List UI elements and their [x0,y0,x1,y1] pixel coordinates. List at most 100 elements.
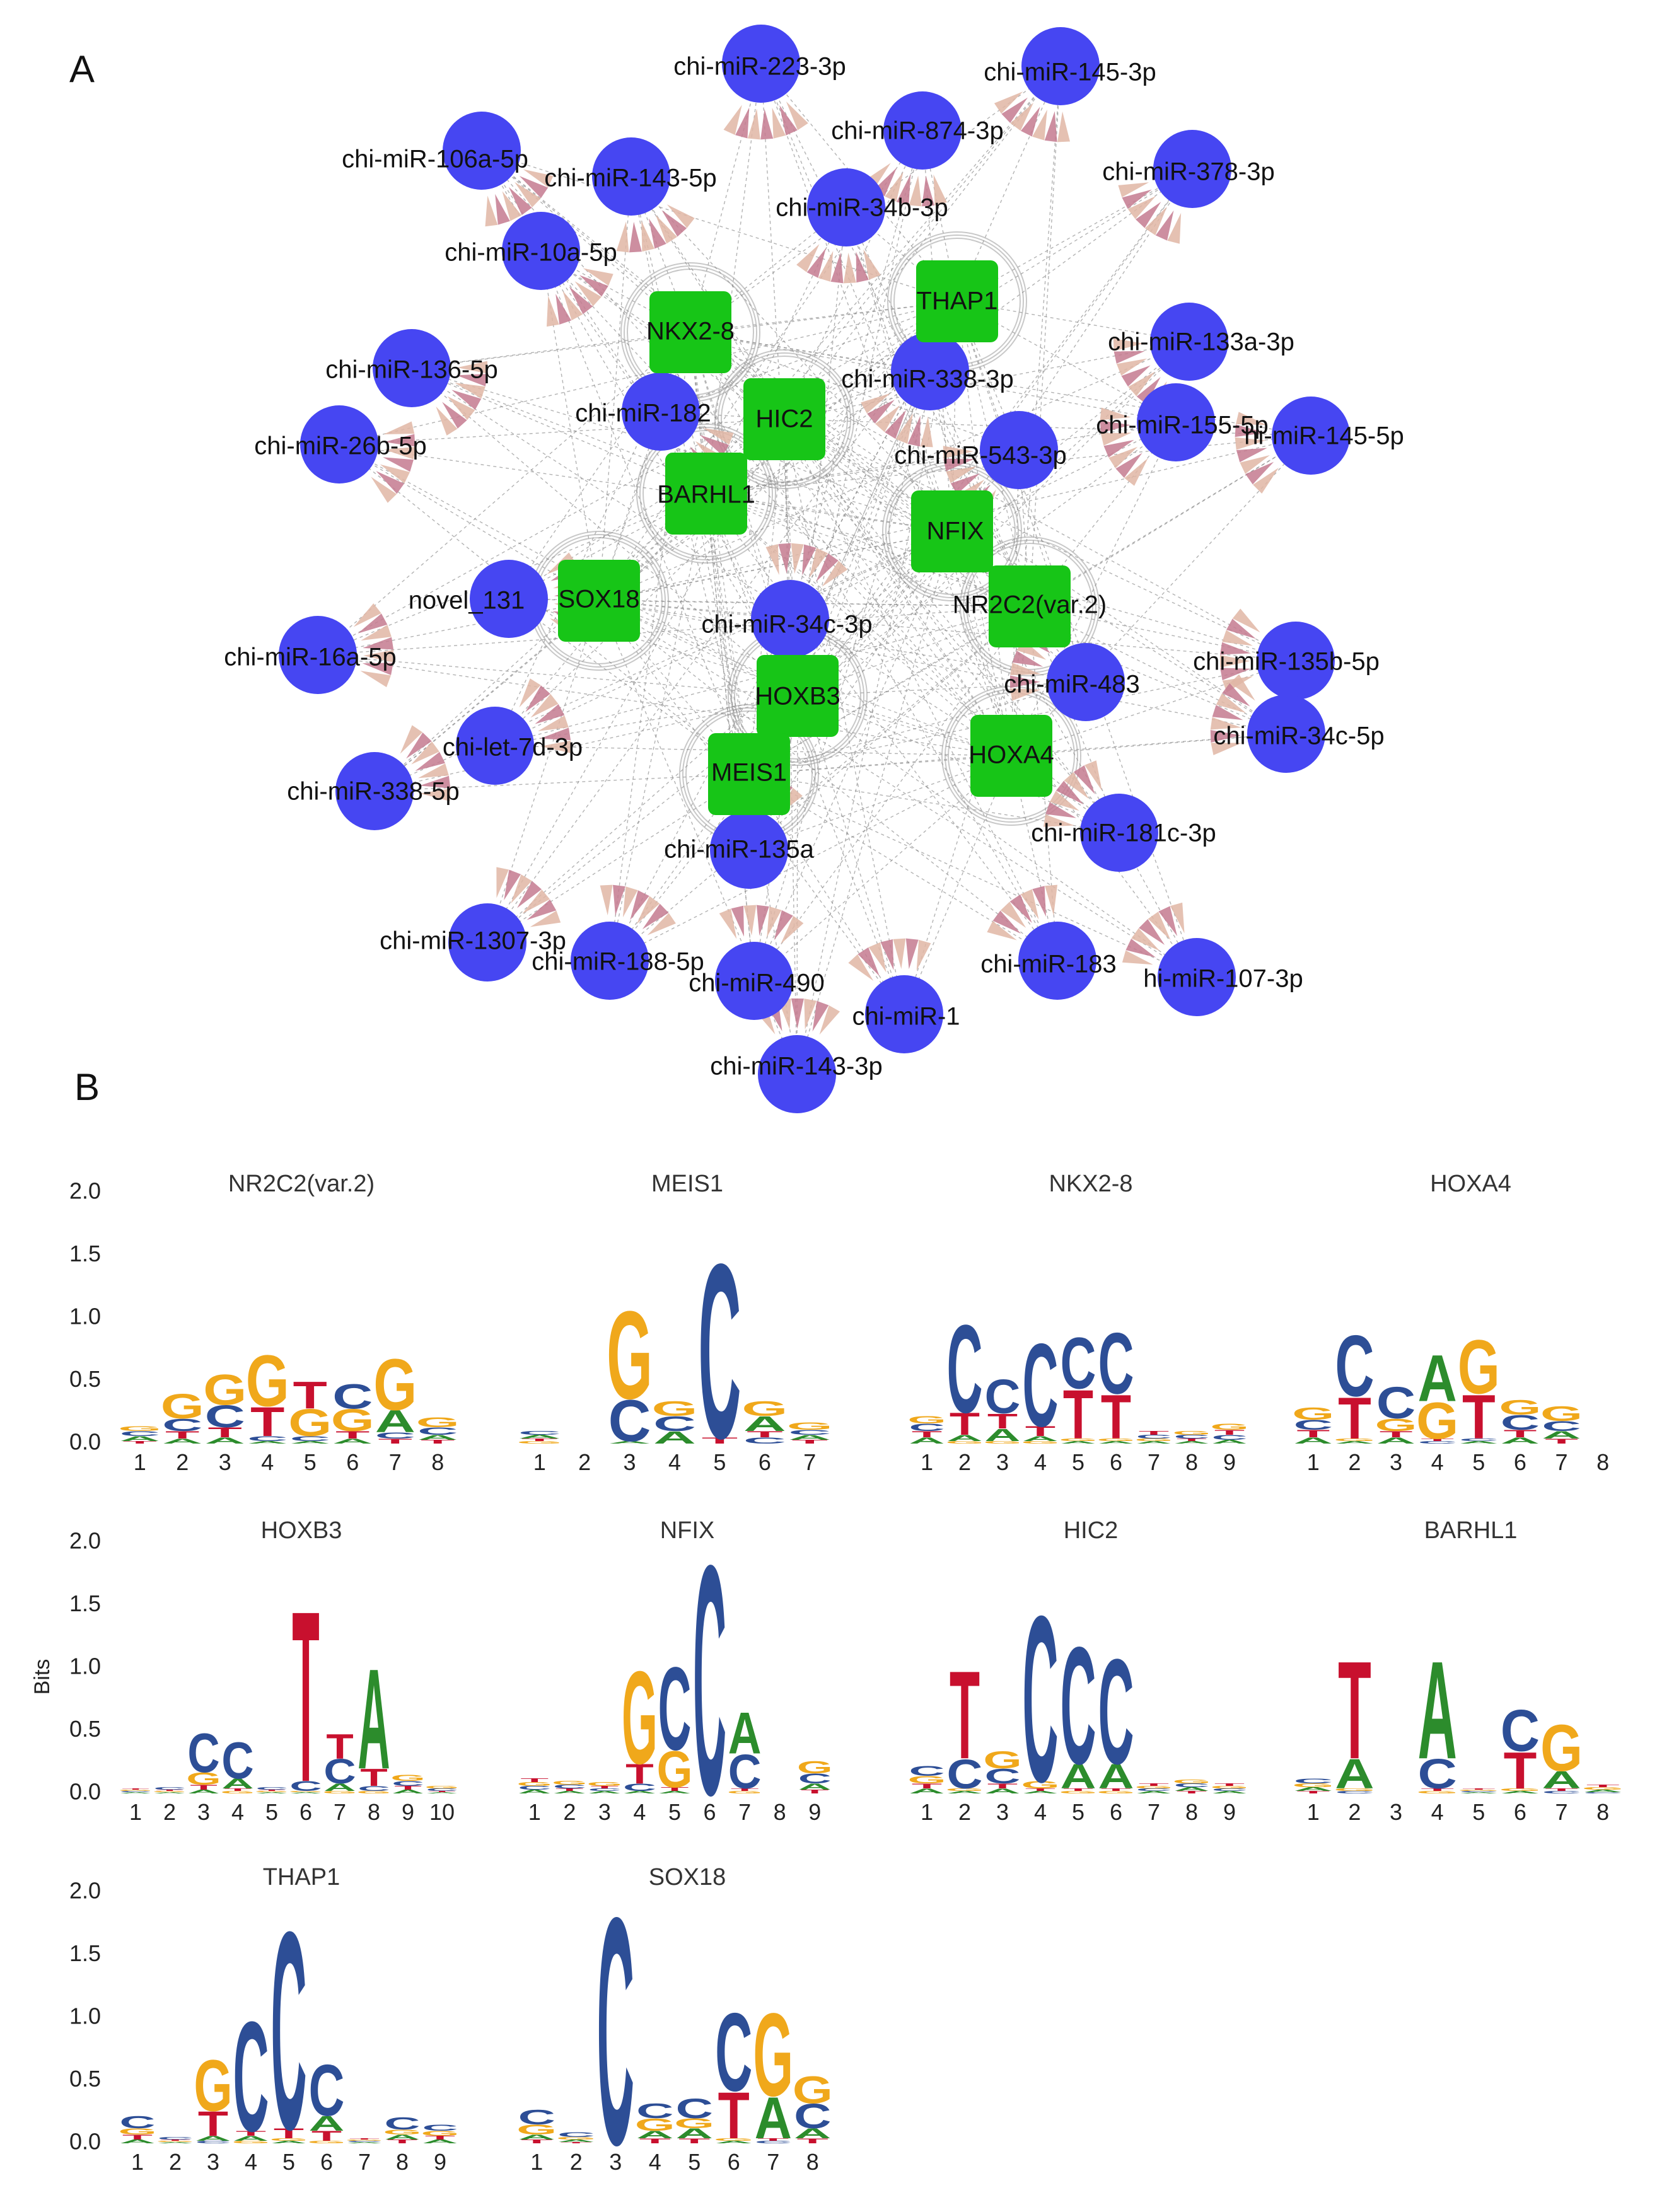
mirna-node-chi-mir-135a[interactable] [710,811,788,889]
logo-letter-g: G [556,2136,596,2140]
position-tick: 3 [996,1449,1009,1475]
mirna-node-chi-mir-378-3p[interactable] [1153,130,1231,208]
tf-node-hic2[interactable] [743,378,825,460]
logo-letter-t: T [421,1439,455,1445]
mirna-node-chi-mir-338-3p[interactable] [891,332,969,410]
regulation-edge [317,654,798,697]
edge-arrowhead [950,473,980,494]
logo-letter-a: A [636,2129,673,2141]
mirna-node-chi-mir-143-5p[interactable] [592,137,670,216]
logo-letter-t: T [335,1429,369,1441]
tf-node-nfix[interactable] [911,490,993,572]
mirna-node-chi-mir-874-3p[interactable] [883,91,962,170]
mirna-node-chi-mir-16a-5p[interactable] [279,616,357,694]
tf-tf-edge [706,493,1012,756]
logo-letter-t: T [236,2129,266,2137]
mirna-node-chi-mir-107-3p[interactable] [1158,938,1236,1016]
logo-letter-a: A [290,1440,330,1444]
logo-letter-c: C [588,1788,622,1792]
logo-letter-g: G [1334,1438,1376,1442]
logo-letter-c: C [518,1785,551,1791]
edge-arrowhead [1170,902,1185,934]
logo-letter-t: T [311,2129,342,2144]
tf-node-sox18[interactable] [558,560,640,642]
logo-letter-c: C [375,1431,416,1440]
mirna-node-chi-mir-145-5p[interactable] [1272,397,1350,475]
tf-label: NFIX [926,518,984,545]
mirna-node-chi-mir-143-3p[interactable] [758,1035,836,1113]
tf-node-meis1[interactable] [708,733,790,815]
logo-letter-t: T [360,1764,387,1792]
position-tick: 5 [1472,1799,1485,1825]
tf-node-barhl1[interactable] [665,453,747,535]
logo-letter-c: C [1335,1790,1374,1794]
edge-arrowhead [417,763,449,779]
mirna-node-chi-mir-543-3p[interactable] [980,411,1058,489]
mirna-node-chi-mir-483[interactable] [1047,643,1125,721]
logo-letter-g: G [1134,1785,1173,1789]
mirna-node-chi-mir-34c-5p[interactable] [1247,695,1325,773]
logo-letter-t: T [678,2137,710,2145]
mirna-node-chi-mir-338-5p[interactable] [335,752,414,830]
mirna-node-chi-mir-223-3p[interactable] [722,25,800,103]
tf-node-nr2c2-var-2[interactable] [989,565,1071,647]
regulation-edge [753,695,798,982]
mirna-node-chi-mir-26b-5p[interactable] [300,405,378,484]
logo-letter-t: T [591,1785,619,1789]
logo-letter-c: C [518,1430,561,1436]
mirna-node-chi-let-7d-3p[interactable] [456,707,534,785]
position-tick: 6 [1110,1799,1122,1825]
self-loop [966,543,1093,670]
mirna-node-chi-mir-1[interactable] [865,975,943,1053]
mirna-node-chi-mir-181c-3p[interactable] [1080,794,1158,872]
mirna-node-chi-mir-106a-5p[interactable] [443,112,521,190]
mirna-node-chi-mir-182[interactable] [622,373,700,451]
mirna-node-chi-mir-183[interactable] [1018,922,1096,1000]
mirna-node-chi-mir-1307-3p[interactable] [448,903,526,982]
edge-arrowhead [1009,675,1041,688]
logo-nkx2-8: NKX2-81ATCG2GATC3GATC4GATC5AGTC6AGTC7AGC… [907,1171,1248,1475]
mirna-node-chi-mir-34c-3p[interactable] [751,580,829,658]
logo-letter-g: G [390,1773,425,1783]
edge-arrowhead [1219,642,1251,655]
logo-title: MEIS1 [651,1171,723,1197]
edge-arrowhead [943,458,975,472]
logo-letter-c: C [1136,1433,1172,1439]
logo-letter-g: G [727,1790,763,1794]
logo-letter-c: C [1098,1314,1134,1412]
logo-letter-g: G [118,1425,161,1432]
position-tick: 1 [533,1449,546,1475]
mirna-label: chi-miR-34c-3p [701,611,872,639]
mirna-node-chi-mir-155-5p[interactable] [1137,383,1215,461]
mirna-node-chi-mir-10a-5p[interactable] [502,212,580,290]
logo-letter-a: A [392,1788,424,1794]
mirna-node-chi-mir-136-5p[interactable] [373,329,451,407]
logo-letter-t: T [639,2137,671,2145]
mirna-label: chi-miR-155-5p [1096,412,1268,439]
tf-node-thap1[interactable] [916,260,998,342]
mirna-node-chi-mir-145-3p[interactable] [1021,27,1100,105]
mirna-node-novel-131[interactable] [470,560,548,638]
regulation-edge [339,444,953,532]
regulation-edge [374,531,953,792]
logo-letter-a: A [676,2126,713,2141]
mirna-node-chi-mir-133a-3p[interactable] [1150,303,1228,381]
position-tick: 2 [570,2149,583,2175]
edge-arrowhead [802,544,817,576]
y-tick-label: 1.5 [69,1590,101,1616]
position-tick: 2 [958,1449,971,1475]
position-tick: 3 [219,1449,231,1475]
mirna-node-chi-mir-490[interactable] [715,942,793,1020]
tf-node-hoxa4[interactable] [970,715,1052,797]
logo-letter-g: G [714,2138,754,2141]
mirna-node-chi-mir-135b-5p[interactable] [1257,622,1335,700]
panel-b-label: B [74,1066,100,1108]
logo-letter-c: C [233,1989,269,2165]
tf-node-nkx2-8[interactable] [649,291,731,373]
logo-letter-t: T [912,1782,942,1790]
mirna-label: chi-miR-133a-3p [1108,328,1294,356]
tf-node-hoxb3[interactable] [757,655,839,737]
mirna-node-chi-mir-34b-3p[interactable] [807,168,885,246]
logo-letter-c: C [1212,1433,1248,1441]
mirna-node-chi-mir-188-5p[interactable] [571,922,649,1000]
